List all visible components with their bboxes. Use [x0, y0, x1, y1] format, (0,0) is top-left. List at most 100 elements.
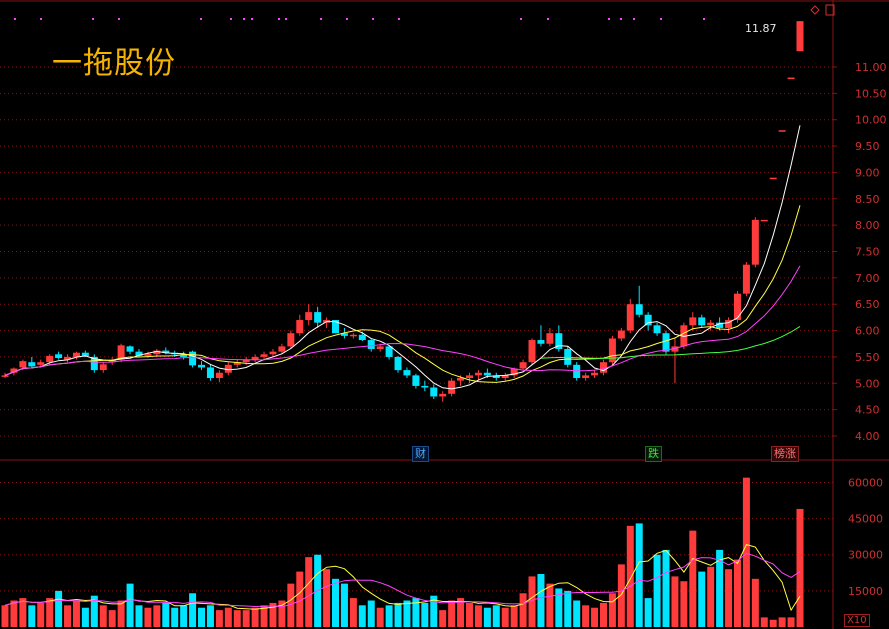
- price-tick-label: 5.50: [855, 351, 880, 364]
- volume-bar: [340, 583, 348, 627]
- top-marker-dot: [660, 18, 662, 20]
- top-marker-dot: [703, 18, 705, 20]
- top-marker-dot: [230, 18, 232, 20]
- candle-body: [269, 351, 277, 355]
- candle-body: [483, 372, 491, 376]
- volume-bar: [662, 549, 670, 627]
- volume-bar: [108, 610, 116, 627]
- candle-body: [233, 362, 241, 365]
- volume-bar: [269, 602, 277, 627]
- volume-tick-label: 45000: [848, 513, 883, 526]
- candle-body: [215, 372, 223, 379]
- volume-tick-label: 30000: [848, 549, 883, 562]
- diamond-icon: [810, 5, 820, 15]
- price-tick-label: 9.00: [855, 166, 880, 179]
- volume-bar: [528, 576, 536, 627]
- candle-body: [296, 320, 304, 334]
- price-tick-label: 7.50: [855, 246, 880, 259]
- candle-body: [242, 359, 250, 363]
- candle-body: [671, 346, 679, 352]
- top-marker-dot: [620, 18, 622, 20]
- candle-body: [99, 364, 107, 371]
- ma60-line: [540, 325, 801, 359]
- volume-bar: [412, 598, 420, 627]
- volume-bar: [19, 598, 27, 627]
- volume-tick-label: 60000: [848, 476, 883, 489]
- finance-event-badge[interactable]: 财: [412, 446, 429, 462]
- candle-body: [28, 362, 36, 367]
- volume-bar: [403, 600, 411, 627]
- candle-body: [457, 378, 465, 381]
- candle-body: [626, 304, 634, 331]
- volume-bar: [117, 600, 125, 627]
- top-marker-dot: [285, 18, 287, 20]
- candle-body: [144, 353, 152, 356]
- volume-bar: [626, 525, 634, 627]
- top-marker-dot: [608, 18, 610, 20]
- candle-body: [787, 77, 795, 80]
- candle-body: [582, 375, 590, 379]
- volume-bar: [37, 602, 45, 627]
- candle-body: [519, 362, 527, 369]
- top-marker-dot: [251, 18, 253, 20]
- candle-body: [555, 333, 563, 350]
- volume-bar: [564, 590, 572, 627]
- volume-bar: [55, 590, 63, 627]
- top-marker-dot: [633, 18, 635, 20]
- volume-bar: [671, 576, 679, 627]
- price-tick-label: 6.00: [855, 325, 880, 338]
- volume-bar: [251, 607, 259, 627]
- candle-body: [707, 322, 715, 326]
- volume-bar: [385, 605, 393, 627]
- volume-bar: [751, 578, 759, 627]
- volume-bar: [421, 602, 429, 627]
- candle-body: [72, 352, 80, 357]
- volume-bar: [90, 595, 98, 627]
- candle-body: [698, 317, 706, 326]
- candle-body: [81, 352, 89, 356]
- top-marker-dot: [200, 18, 202, 20]
- top-gainer-badge[interactable]: 榜涨: [771, 446, 799, 462]
- volume-bar: [760, 617, 768, 627]
- volume-bar: [492, 605, 500, 627]
- candle-body: [778, 130, 786, 132]
- volume-bar: [296, 571, 304, 627]
- price-tick-label: 4.50: [855, 404, 880, 417]
- top-marker-dot: [278, 18, 280, 20]
- candle-body: [537, 340, 545, 344]
- candle-body: [680, 325, 688, 347]
- volume-ma10-line: [4, 552, 801, 608]
- volume-bar: [367, 600, 375, 627]
- candle-body: [510, 368, 518, 376]
- volume-bar: [733, 559, 741, 627]
- candle-body: [367, 340, 375, 350]
- price-tick-label: 4.00: [855, 430, 880, 443]
- candle-body: [591, 372, 599, 376]
- volume-bar: [439, 610, 447, 627]
- drop-event-badge[interactable]: 跌: [645, 446, 662, 462]
- volume-bar: [99, 605, 107, 627]
- candle-body: [224, 364, 232, 373]
- volume-bar: [180, 605, 188, 627]
- volume-bar: [430, 595, 438, 627]
- volume-bar: [242, 610, 250, 627]
- volume-bar: [573, 600, 581, 627]
- volume-bar: [537, 574, 545, 627]
- volume-bar: [680, 581, 688, 627]
- candle-body: [37, 362, 45, 365]
- volume-bar: [72, 600, 80, 627]
- candle-body: [653, 325, 661, 334]
- candle-body: [689, 317, 697, 326]
- candle-body: [492, 375, 500, 379]
- candle-body: [153, 350, 161, 355]
- volume-bar: [278, 600, 286, 627]
- volume-bar: [233, 610, 241, 627]
- candle-body: [64, 356, 72, 360]
- volume-bar: [546, 583, 554, 627]
- candle-body: [385, 346, 393, 357]
- volume-bar: [46, 598, 54, 627]
- candle-body: [608, 338, 616, 363]
- price-tick-label: 6.50: [855, 298, 880, 311]
- volume-bar: [707, 566, 715, 627]
